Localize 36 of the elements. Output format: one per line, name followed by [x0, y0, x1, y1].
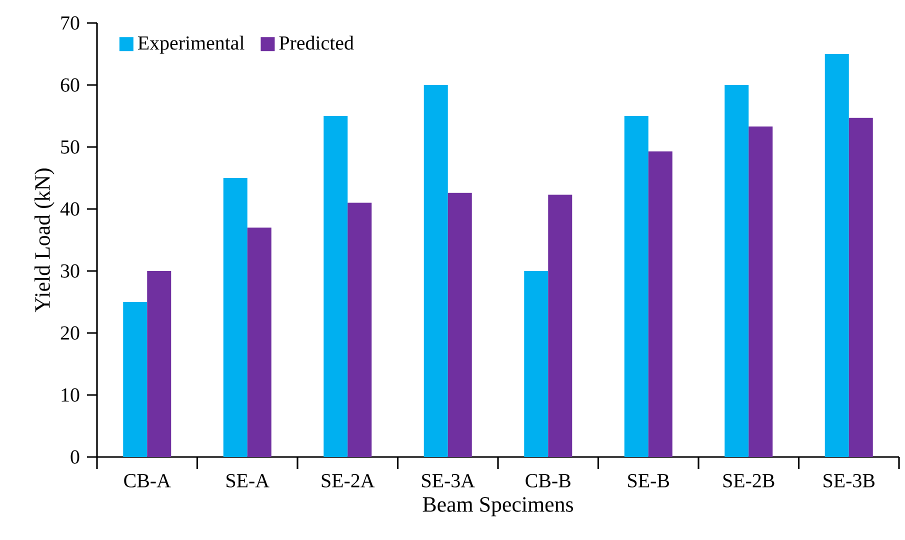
x-tick-label: SE-2A: [322, 474, 375, 488]
x-tick-label: SE-A: [226, 474, 270, 488]
bar: [548, 194, 572, 457]
y-tick-label: 20: [60, 326, 80, 340]
bar: [724, 85, 749, 457]
bar: [324, 116, 348, 457]
x-tick-label: SE-B: [628, 474, 669, 488]
legend-label: Experimental: [138, 36, 244, 54]
y-tick-label: 60: [60, 78, 80, 92]
x-tick-label: CB-B: [526, 474, 570, 488]
y-axis-title: Yield Load (kN): [34, 168, 54, 312]
x-tick-label: SE-2B: [723, 474, 774, 488]
bar: [123, 302, 148, 457]
bar: [624, 116, 648, 457]
bar: [348, 202, 372, 457]
bar: [448, 192, 472, 457]
y-tick-label: 30: [61, 264, 80, 278]
y-tick-label: 40: [60, 202, 80, 216]
y-tick-label: 70: [61, 16, 80, 30]
x-tick-label: SE-3A: [422, 474, 475, 488]
y-tick-label: 50: [61, 140, 80, 154]
x-tick-label: SE-3B: [824, 474, 874, 488]
bar: [824, 54, 849, 457]
bar: [748, 126, 773, 457]
bar: [247, 228, 272, 457]
bar: [848, 118, 873, 457]
bar: [223, 178, 248, 457]
bar: [147, 271, 172, 457]
x-axis-title: Beam Specimens: [422, 497, 573, 516]
y-tick-label: 10: [62, 388, 80, 402]
bar: [524, 271, 548, 457]
y-tick-label: 0: [70, 450, 80, 464]
bar: [424, 85, 448, 457]
x-tick-label: CB-A: [124, 474, 171, 488]
legend-label: Predicted: [279, 36, 354, 50]
bar: [648, 151, 672, 457]
